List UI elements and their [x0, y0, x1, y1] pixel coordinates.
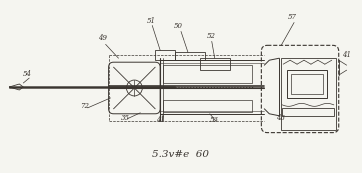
Bar — [291, 74, 323, 94]
Text: 52: 52 — [207, 32, 216, 40]
Text: 51: 51 — [147, 16, 156, 25]
Text: 50: 50 — [174, 22, 183, 30]
Text: 35: 35 — [121, 114, 130, 122]
Text: 43: 43 — [276, 114, 285, 122]
Bar — [163, 100, 252, 112]
Text: 53: 53 — [210, 116, 219, 124]
Bar — [200, 58, 230, 70]
Text: 5.3v#e  60: 5.3v#e 60 — [152, 151, 210, 160]
Bar — [163, 65, 252, 83]
Text: 49: 49 — [98, 34, 107, 42]
Text: 72: 72 — [80, 102, 89, 110]
Bar — [281, 58, 336, 130]
Text: 41: 41 — [342, 51, 351, 59]
Bar — [155, 50, 175, 60]
Bar — [282, 108, 334, 116]
Text: 54: 54 — [23, 70, 32, 78]
Text: 41: 41 — [156, 116, 165, 124]
Text: 57: 57 — [288, 13, 297, 21]
Bar — [287, 70, 327, 98]
Bar — [175, 52, 205, 60]
